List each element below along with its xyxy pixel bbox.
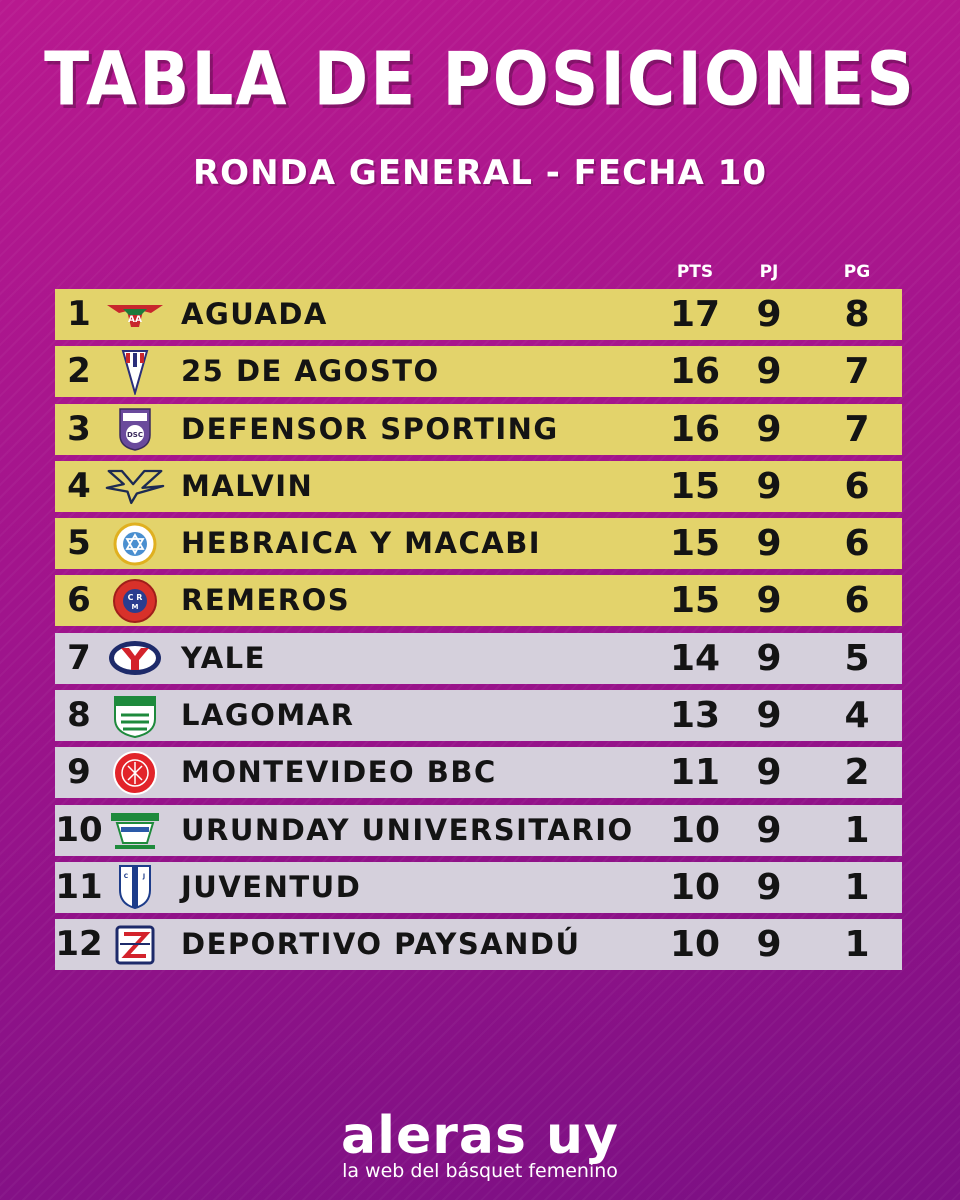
position: 4 (67, 465, 91, 506)
games-played: 9 (756, 465, 782, 507)
games-played: 9 (756, 580, 782, 622)
table-row: 5 HEBRAICA Y MACABI 15 9 6 (55, 518, 902, 570)
hebraica-macabi-crest-icon (105, 520, 165, 567)
games-won: 4 (844, 695, 870, 737)
points: 10 (669, 924, 721, 966)
svg-text:AA: AA (128, 315, 142, 325)
games-played: 9 (756, 752, 782, 794)
games-won: 7 (844, 351, 870, 393)
position: 3 (67, 408, 91, 449)
svg-text:M: M (132, 603, 139, 611)
games-played: 9 (756, 351, 782, 393)
column-header-pts: PTS (676, 262, 714, 282)
25-de-agosto-crest-icon (105, 348, 165, 395)
page-subtitle: RONDA GENERAL - FECHA 10 (193, 153, 767, 193)
table-row: 7 YALE 14 9 5 (55, 632, 902, 684)
points: 11 (669, 752, 721, 794)
team-name: MALVIN (181, 468, 314, 503)
points: 15 (669, 523, 721, 565)
malvin-crest-icon (105, 463, 165, 510)
position: 8 (67, 695, 91, 736)
games-won: 6 (844, 465, 870, 507)
games-played: 9 (756, 408, 782, 450)
games-won: 1 (844, 866, 870, 908)
table-row: 8 LAGOMAR 13 9 4 (55, 690, 902, 742)
column-header-pj: PJ (759, 262, 779, 282)
team-name: LAGOMAR (181, 698, 355, 733)
games-won: 2 (844, 752, 870, 794)
games-won: 1 (844, 809, 870, 851)
brand-tagline: la web del básquet femenino (342, 1160, 618, 1182)
points: 10 (669, 809, 721, 851)
yale-crest-icon (105, 635, 165, 682)
games-played: 9 (756, 637, 782, 679)
brand-logo: aleras uy (341, 1106, 619, 1166)
position: 9 (67, 752, 91, 793)
points: 15 (669, 580, 721, 622)
position: 5 (67, 523, 91, 564)
games-won: 6 (844, 523, 870, 565)
team-name: URUNDAY UNIVERSITARIO (181, 812, 634, 847)
games-won: 7 (844, 408, 870, 450)
montevideo-bbc-crest-icon (105, 749, 165, 796)
team-name: HEBRAICA Y MACABI (181, 526, 542, 561)
svg-text:DSC: DSC (127, 431, 143, 439)
defensor-sporting-crest-icon: DSC (105, 406, 165, 453)
aguada-crest-icon: AA (105, 291, 165, 338)
games-played: 9 (756, 294, 782, 335)
points: 13 (669, 695, 721, 737)
team-name: JUVENTUD (181, 869, 362, 904)
points: 10 (669, 866, 721, 908)
games-played: 9 (756, 523, 782, 565)
games-won: 1 (844, 924, 870, 966)
lagomar-crest-icon (105, 692, 165, 739)
table-row: 10 URUNDAY UNIVERSITARIO 10 9 1 (55, 804, 902, 856)
svg-text:C R: C R (128, 593, 143, 602)
svg-text:C: C (124, 873, 129, 880)
games-won: 8 (844, 294, 870, 335)
team-name: DEFENSOR SPORTING (181, 411, 559, 446)
page-title: TABLA DE POSICIONES (44, 36, 916, 123)
points: 17 (669, 294, 721, 335)
team-name: 25 DE AGOSTO (181, 354, 440, 389)
games-played: 9 (756, 866, 782, 908)
standings-table: 1 AA AGUADA 17 9 8 2 25 DE AGOSTO 16 9 7… (55, 289, 902, 977)
position: 1 (67, 294, 91, 334)
games-won: 6 (844, 580, 870, 622)
team-name: MONTEVIDEO BBC (181, 755, 497, 790)
team-name: AGUADA (181, 297, 328, 331)
table-row: 3 DSC DEFENSOR SPORTING 16 9 7 (55, 403, 902, 455)
points: 14 (669, 637, 721, 679)
team-name: DEPORTIVO PAYSANDÚ (181, 927, 581, 962)
column-header-pg: PG (843, 262, 871, 282)
points: 16 (669, 408, 721, 450)
games-played: 9 (756, 809, 782, 851)
table-row: 9 MONTEVIDEO BBC 11 9 2 (55, 747, 902, 799)
table-row: 12 DEPORTIVO PAYSANDÚ 10 9 1 (55, 919, 902, 971)
points: 15 (669, 465, 721, 507)
position: 12 (55, 924, 103, 965)
position: 10 (55, 809, 103, 850)
games-won: 5 (844, 637, 870, 679)
position: 6 (67, 580, 91, 621)
table-row: 1 AA AGUADA 17 9 8 (55, 289, 902, 340)
games-played: 9 (756, 695, 782, 737)
games-played: 9 (756, 924, 782, 966)
table-row: 2 25 DE AGOSTO 16 9 7 (55, 346, 902, 398)
svg-text:J: J (142, 873, 145, 880)
team-name: REMEROS (181, 583, 351, 618)
team-name: YALE (181, 640, 266, 675)
position: 2 (67, 351, 91, 392)
position: 7 (67, 637, 91, 678)
points: 16 (669, 351, 721, 393)
position: 11 (55, 866, 103, 907)
table-row: 4 MALVIN 15 9 6 (55, 460, 902, 512)
deportivo-paysandu-crest-icon (105, 921, 165, 968)
urunday-universitario-crest-icon (105, 807, 165, 854)
